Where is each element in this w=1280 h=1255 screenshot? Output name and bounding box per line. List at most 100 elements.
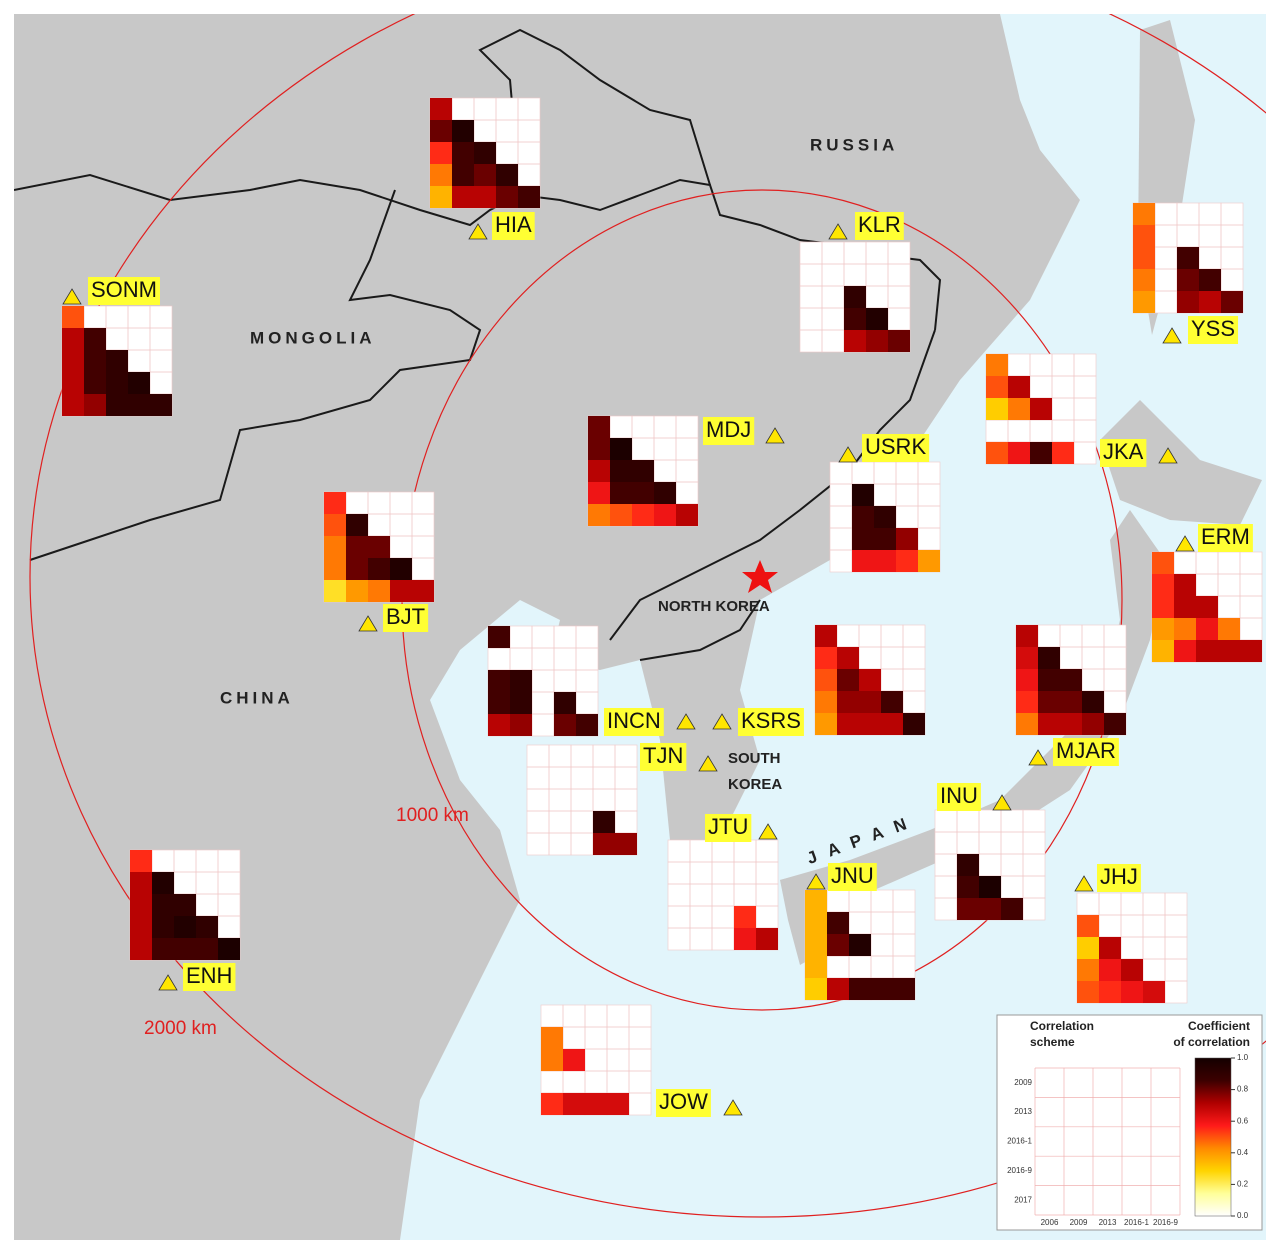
station-label-bg <box>1053 738 1119 766</box>
correlation-cell <box>1177 269 1199 291</box>
correlation-cell <box>1052 442 1074 464</box>
country-label: MONGOLIA <box>250 328 376 347</box>
correlation-cell <box>610 438 632 460</box>
correlation-cell <box>1152 596 1174 618</box>
station-marker <box>158 974 178 991</box>
correlation-cell <box>1196 596 1218 618</box>
legend-row-label: 2016-1 <box>1007 1137 1032 1146</box>
correlation-cell <box>430 186 452 208</box>
correlation-cell <box>805 912 827 934</box>
station-label-bg <box>1097 864 1141 892</box>
correlation-cell <box>874 506 896 528</box>
correlation-cell <box>815 669 837 691</box>
legend-row-label: 2017 <box>1014 1195 1032 1204</box>
correlation-cell <box>607 1093 629 1115</box>
station-label-bg <box>828 863 877 891</box>
correlation-cell <box>888 330 910 352</box>
correlation-cell <box>62 350 84 372</box>
correlation-cell <box>474 142 496 164</box>
test-site-star <box>742 560 778 593</box>
station: INU <box>934 783 1046 921</box>
correlation-cell <box>585 1093 607 1115</box>
correlation-cell <box>152 938 174 960</box>
station-marker <box>838 446 858 463</box>
legend-title: Coefficient <box>1188 1019 1250 1033</box>
correlation-cell <box>1030 442 1052 464</box>
correlation-cell <box>896 528 918 550</box>
correlation-cell <box>866 308 888 330</box>
correlation-cell <box>128 394 150 416</box>
correlation-cell <box>852 484 874 506</box>
correlation-cell <box>654 504 676 526</box>
correlation-cell <box>430 98 452 120</box>
correlation-cell <box>805 934 827 956</box>
station-label-bg <box>738 708 804 736</box>
correlation-cell <box>1016 669 1038 691</box>
correlation-cell <box>1152 618 1174 640</box>
correlation-cell <box>871 978 893 1000</box>
correlation-cell <box>62 394 84 416</box>
correlation-cell <box>474 164 496 186</box>
correlation-cell <box>588 482 610 504</box>
correlation-cell <box>1038 691 1060 713</box>
station-marker <box>1162 327 1182 344</box>
correlation-cell <box>1060 669 1082 691</box>
correlation-cell <box>1016 625 1038 647</box>
station-label-bg <box>604 708 664 736</box>
correlation-cell <box>986 376 1008 398</box>
station: JHJ <box>1074 864 1188 1004</box>
correlation-cell <box>610 482 632 504</box>
correlation-cell <box>815 625 837 647</box>
station: KLR <box>799 212 911 353</box>
correlation-cell <box>1060 691 1082 713</box>
correlation-cell <box>1008 398 1030 420</box>
station-label: JOW <box>659 1089 708 1114</box>
correlation-cell <box>324 536 346 558</box>
station-label: MDJ <box>706 417 751 442</box>
legend-column-label: 2006 <box>1041 1218 1059 1227</box>
correlation-cell <box>844 308 866 330</box>
correlation-cell <box>1016 647 1038 669</box>
correlation-cell <box>1104 713 1126 735</box>
country-label: SOUTH <box>728 750 781 767</box>
station-marker <box>806 873 826 890</box>
distance-label: 1000 km <box>396 805 469 826</box>
station-marker <box>1158 447 1178 464</box>
correlation-cell <box>1001 898 1023 920</box>
station-label: JKA <box>1103 439 1144 464</box>
correlation-cell <box>849 934 871 956</box>
correlation-cell <box>130 872 152 894</box>
station: BJT <box>323 491 435 632</box>
station-marker <box>712 713 732 730</box>
correlation-cell <box>837 713 859 735</box>
correlation-cell <box>1121 981 1143 1003</box>
legend-title: of correlation <box>1173 1035 1250 1049</box>
correlation-cell <box>218 938 240 960</box>
correlation-cell <box>130 938 152 960</box>
station-label: KLR <box>858 212 901 237</box>
correlation-cell <box>84 394 106 416</box>
correlation-cell <box>106 350 128 372</box>
station-label: ERM <box>1201 524 1250 549</box>
correlation-cell <box>1174 618 1196 640</box>
correlation-cell <box>1030 398 1052 420</box>
correlation-cell <box>903 713 925 735</box>
correlation-cell <box>734 928 756 950</box>
correlation-cell <box>979 898 1001 920</box>
legend-title: scheme <box>1030 1035 1075 1049</box>
correlation-cell <box>474 186 496 208</box>
legend-row-label: 2009 <box>1014 1078 1032 1087</box>
correlation-cell <box>368 536 390 558</box>
correlation-cell <box>918 550 940 572</box>
correlation-cell <box>1199 269 1221 291</box>
correlation-cell <box>859 713 881 735</box>
correlation-cell <box>827 978 849 1000</box>
correlation-cell <box>518 186 540 208</box>
correlation-cell <box>1218 618 1240 640</box>
station: YSS <box>1132 202 1244 344</box>
correlation-cell <box>1016 713 1038 735</box>
correlation-cell <box>615 833 637 855</box>
correlation-cell <box>324 558 346 580</box>
station: MJAR <box>1015 624 1127 766</box>
correlation-cell <box>541 1049 563 1071</box>
